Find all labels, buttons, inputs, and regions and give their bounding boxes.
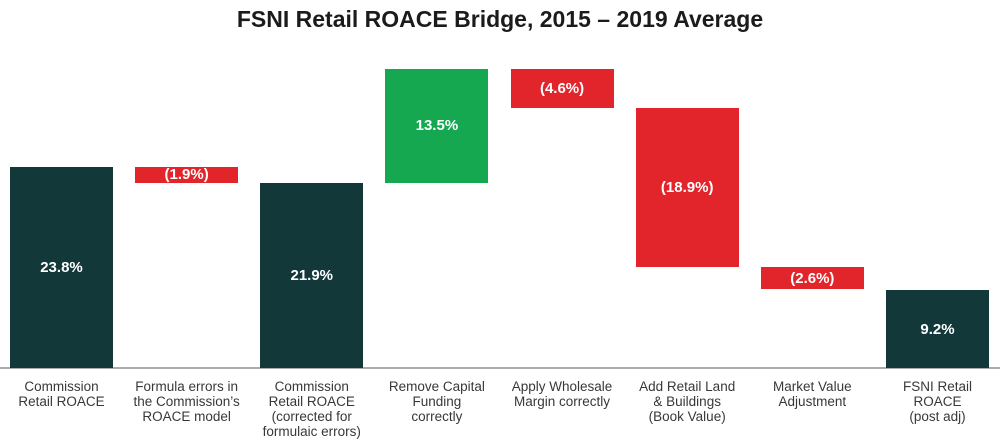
bar-category-label: Formula errors in the Commission’s ROACE… xyxy=(133,379,240,424)
bar-category-label: Apply Wholesale Margin correctly xyxy=(511,379,613,409)
waterfall-bar: (18.9%) xyxy=(635,107,739,268)
waterfall-bar: (2.6%) xyxy=(760,267,864,290)
bar-category-label: Market Value Adjustment xyxy=(773,379,852,409)
waterfall-bar: 9.2% xyxy=(885,290,989,368)
bar-category-label: Remove Capital Funding correctly xyxy=(388,379,485,424)
bar-value-label: (1.9%) xyxy=(164,166,209,184)
chart-title: FSNI Retail ROACE Bridge, 2015 – 2019 Av… xyxy=(236,6,764,32)
bar-category-label: Commission Retail ROACE xyxy=(18,379,105,409)
waterfall-bar: 13.5% xyxy=(385,68,489,183)
bar-value-label: (18.9%) xyxy=(660,179,714,197)
waterfall-bar: (1.9%) xyxy=(135,166,239,184)
bar-value-label: 13.5% xyxy=(415,117,459,135)
bar-value-label: (2.6%) xyxy=(790,269,835,287)
bar-value-label: (4.6%) xyxy=(539,79,585,97)
bar-value-label: 23.8% xyxy=(40,258,83,276)
waterfall-bar: (4.6%) xyxy=(510,68,614,108)
bar-category-label: Add Retail Land & Buildings (Book Value) xyxy=(639,379,736,424)
bar-value-label: 21.9% xyxy=(290,266,334,284)
x-axis-line xyxy=(0,367,1000,369)
bar-value-label: 9.2% xyxy=(920,320,955,338)
waterfall-bar: 23.8% xyxy=(10,166,113,368)
bar-category-label: Commission Retail ROACE (corrected for f… xyxy=(262,379,361,439)
waterfall-bar: 21.9% xyxy=(260,182,364,368)
bar-category-label: FSNI Retail ROACE (post adj) xyxy=(902,379,972,424)
